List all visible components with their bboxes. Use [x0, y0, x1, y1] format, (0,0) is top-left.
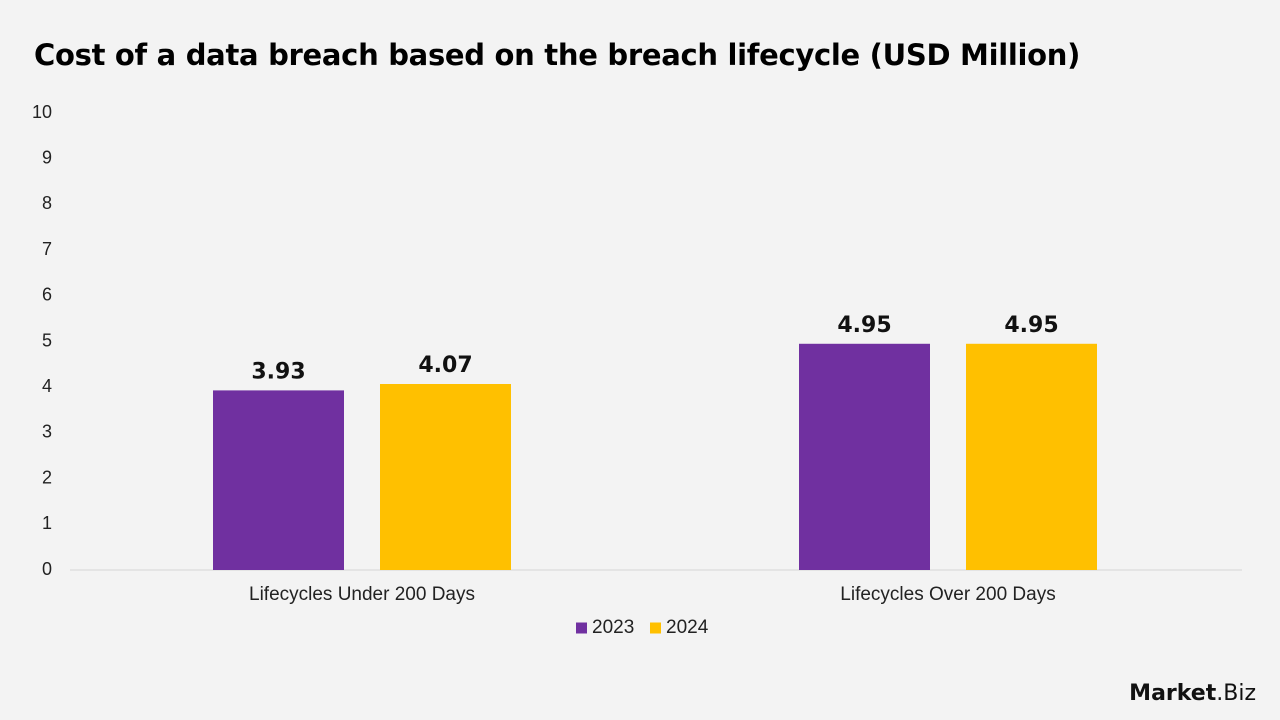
- legend-label: 2023: [592, 617, 634, 638]
- y-tick-label: 3: [42, 422, 52, 442]
- y-axis: 0 1 2 3 4 5 6 7 8 9 10: [32, 102, 52, 579]
- legend-label: 2024: [666, 617, 709, 638]
- y-tick-label: 4: [42, 376, 52, 396]
- data-label: 4.07: [418, 353, 472, 378]
- bar: [380, 384, 511, 570]
- y-tick-label: 9: [42, 147, 52, 167]
- bar: [799, 343, 930, 570]
- brand-name-part1: Market: [1129, 681, 1217, 706]
- y-tick-label: 5: [42, 330, 52, 350]
- y-tick-label: 0: [42, 559, 52, 579]
- bar: [213, 390, 344, 570]
- legend: 2023 2024: [576, 617, 709, 638]
- bar: [966, 343, 1097, 570]
- data-label: 4.95: [837, 313, 891, 338]
- chart-title: Cost of a data breach based on the breac…: [34, 38, 1081, 72]
- brand-name-part2: .Biz: [1216, 681, 1256, 706]
- legend-swatch: [650, 622, 661, 634]
- bars-group: 3.93 4.07 4.95 4.95: [213, 313, 1097, 570]
- legend-swatch: [576, 622, 587, 634]
- x-tick-label: Lifecycles Over 200 Days: [840, 584, 1055, 605]
- y-tick-label: 8: [42, 193, 52, 213]
- y-tick-label: 2: [42, 467, 52, 487]
- y-tick-label: 10: [32, 102, 52, 122]
- brand-logo: Market .Biz: [1129, 681, 1256, 706]
- category-labels: Lifecycles Under 200 Days Lifecycles Over…: [249, 584, 1056, 605]
- data-label: 3.93: [251, 359, 305, 384]
- data-label: 4.95: [1004, 313, 1058, 338]
- y-tick-label: 6: [42, 285, 52, 305]
- x-tick-label: Lifecycles Under 200 Days: [249, 584, 475, 605]
- y-tick-label: 7: [42, 239, 52, 259]
- y-tick-label: 1: [42, 513, 52, 533]
